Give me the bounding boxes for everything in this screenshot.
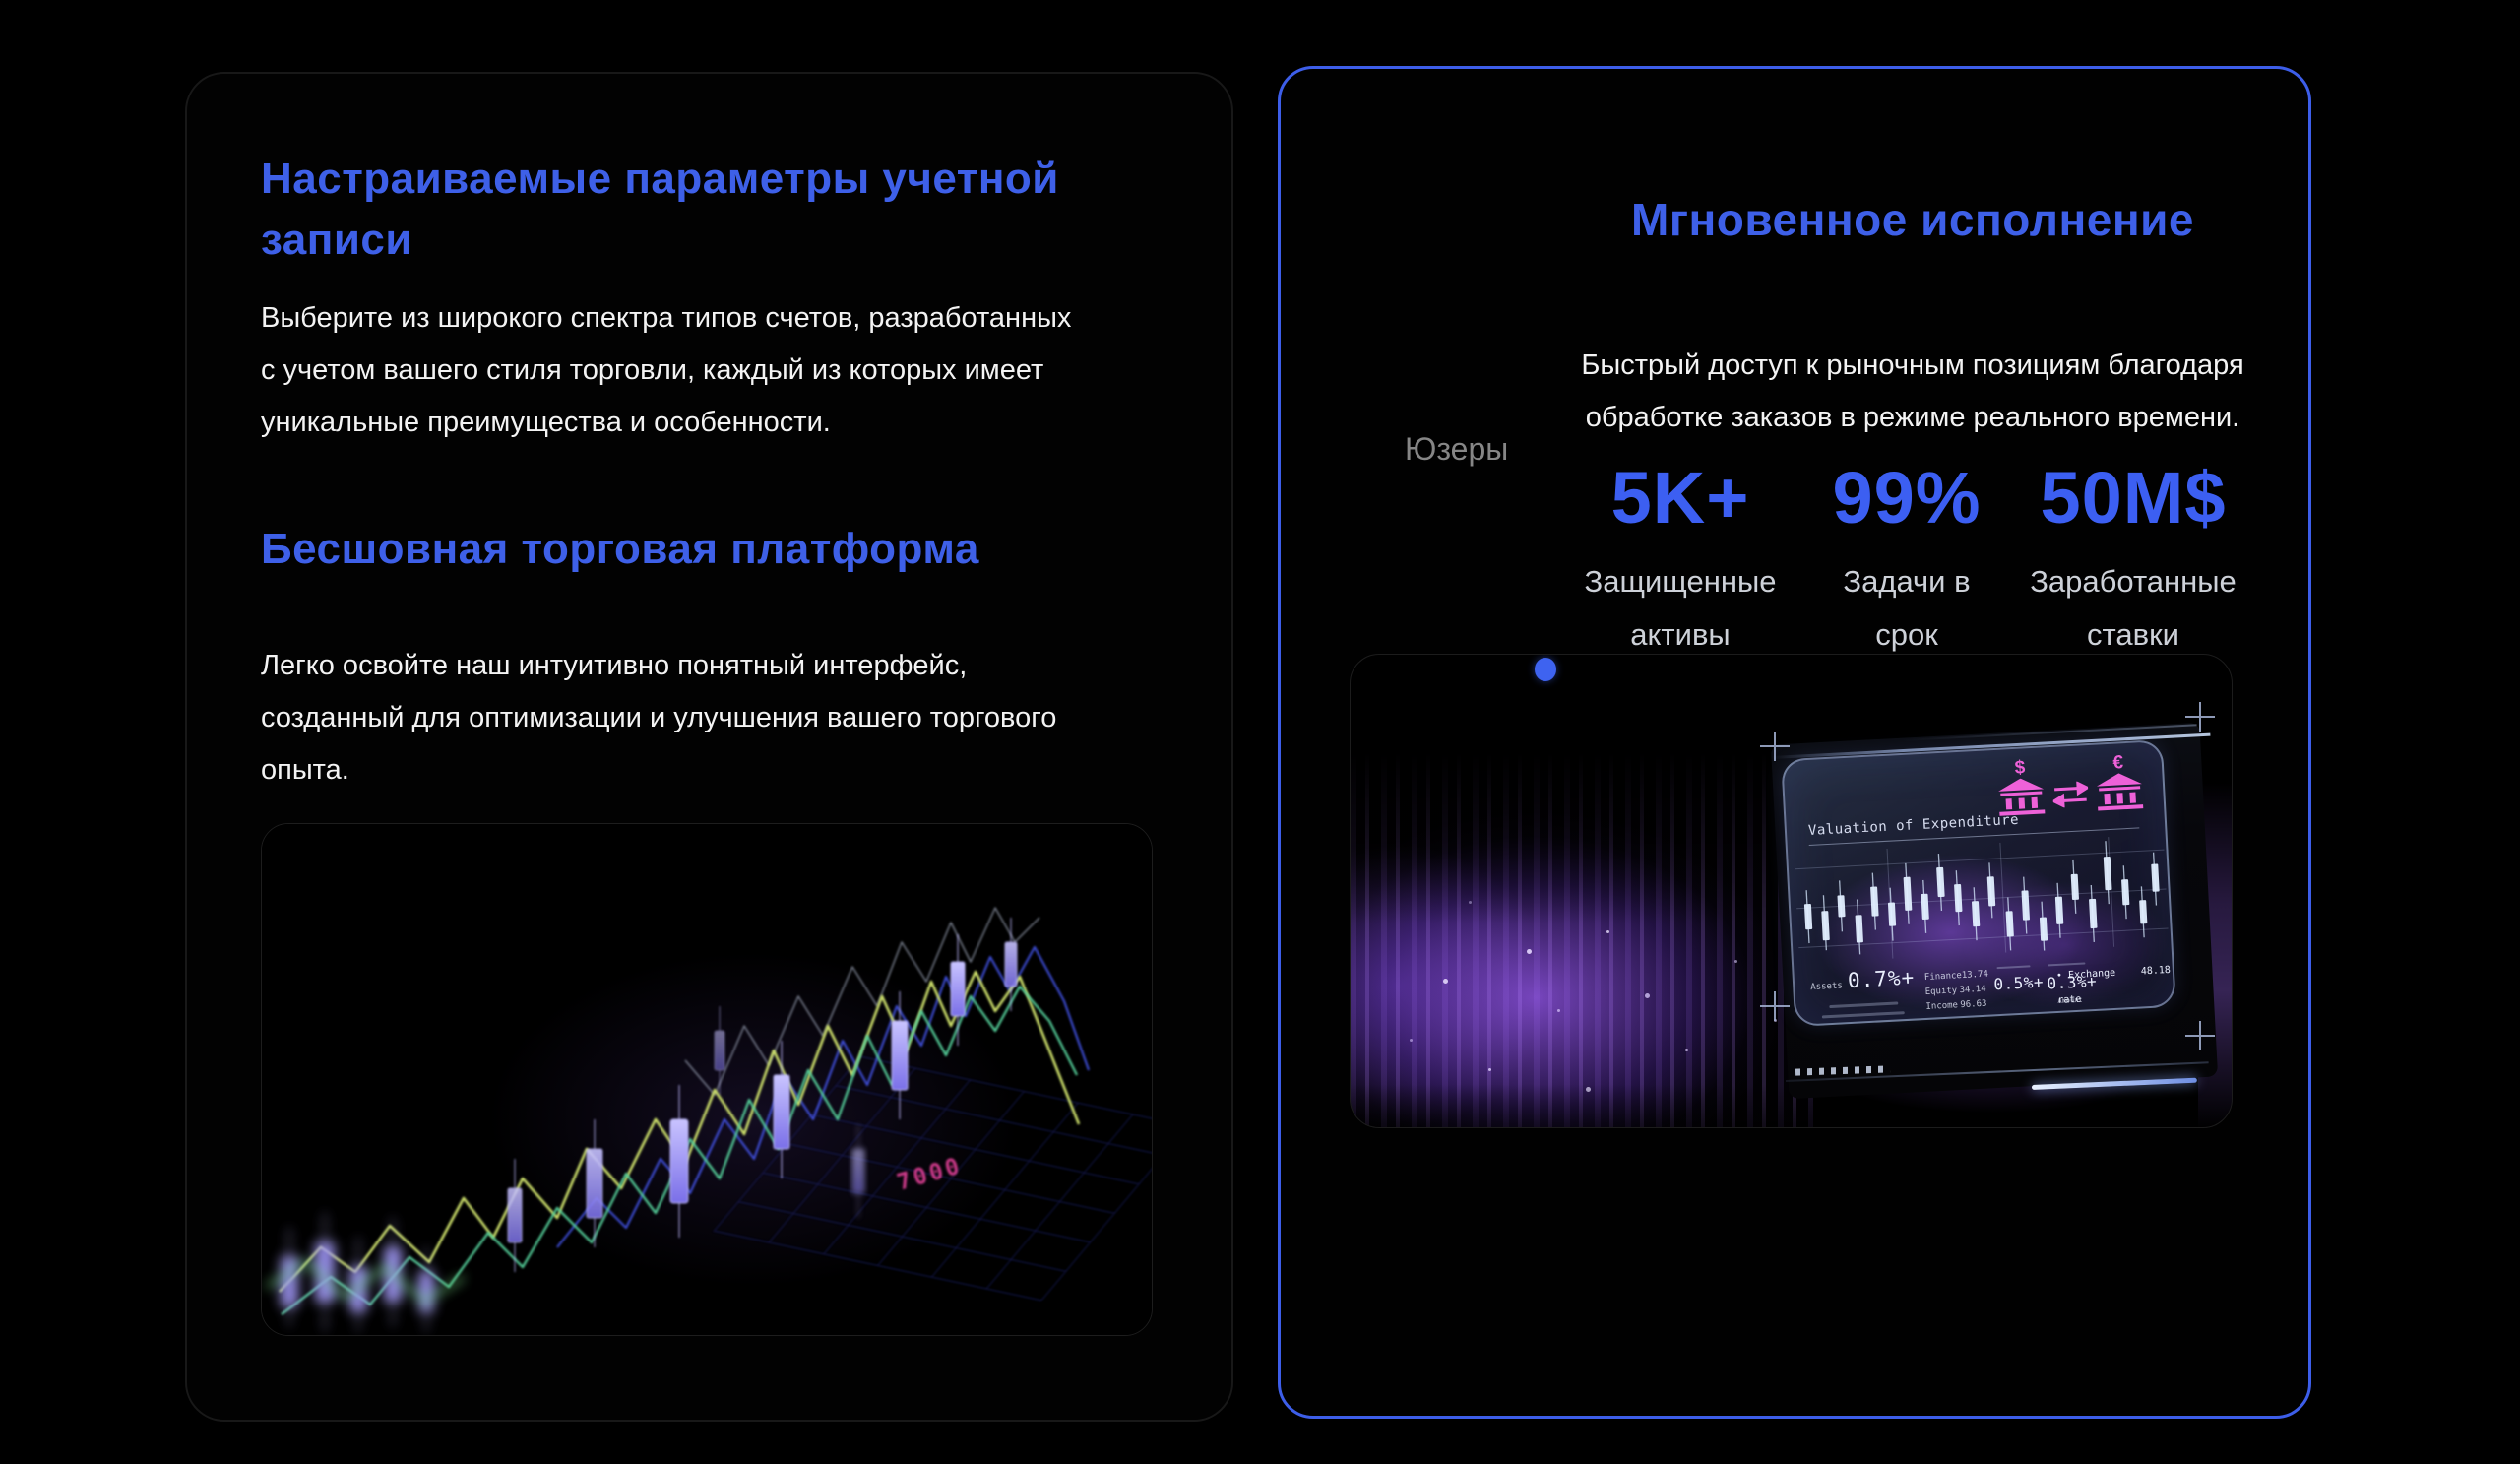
assets-label: Assets [1810,981,1844,993]
candlestick-3d-scene: 7000 [262,824,1152,1335]
holographic-dashboard-image: $ € [1350,654,2233,1128]
stat-tasks-on-time: 99% Задачи в срок [1794,456,2020,662]
section-title-account-parameters: Настраиваемые параметры учетной записи [261,155,1059,264]
blurred-caption-bar [1821,1011,1905,1019]
section-body-instant-execution: Быстрый доступ к рыночным позициям благо… [1581,350,2244,433]
stat-value: 50M$ [2040,457,2227,539]
section-body-account-parameters: Выберите из широкого спектра типов счето… [261,302,1072,438]
stat-value: 99% [1832,457,1982,539]
holo-screen: $ € [1781,739,2176,1027]
crosshair-top-left-icon [1760,732,1790,761]
euro-symbol: € [2111,752,2124,774]
stat-protected-assets: 5K+ Защищенные активы [1567,456,1794,662]
blue-dot-indicator [1535,658,1556,681]
bank-icon [2097,773,2144,811]
crosshair-bottom-left-icon [1760,991,1790,1021]
bank-euro: € [2090,752,2148,812]
stat-secondary: 0.5%+ [1992,972,2045,994]
stat-label: Заработанные ставки [2030,564,2236,652]
bank-dollar: $ [1991,757,2049,817]
sparkle-particles [1351,655,1354,658]
curtain-fade-overlay [1351,753,1813,1127]
currency-exchange-graphic: $ € [1991,752,2148,817]
candlestick-chart-image: 7000 [261,823,1153,1336]
exchange-arrows-icon [2051,781,2090,808]
section-body-seamless-platform: Легко освойте наш интуитивно понятный ин… [261,650,1057,786]
mini-label: Equity [1924,986,1958,997]
mini-value: 96.63 [1960,998,1987,1011]
dollar-symbol: $ [2014,757,2026,779]
mini-metrics-table: Finance 13.74 Equity 34.14 Income 96.63 [1924,968,1989,1015]
mini-value: 13.74 [1961,969,1989,982]
instant-execution-card: Мгновенное исполнение Быстрый доступ к р… [1278,66,2311,1419]
crosshair-top-right-icon [2185,702,2215,732]
metric-label: • Exchange rate [2055,967,2116,1006]
metric-value: 48.18 [2140,964,2172,978]
blurred-caption-bar [1829,1001,1899,1009]
blurred-caption-bar [1996,965,2031,970]
account-parameters-card: Настраиваемые параметры учетной записи В… [185,72,1233,1422]
section-title-seamless-platform: Бесшовная торговая платформа [261,525,979,573]
section-title-instant-execution: Мгновенное исполнение [1631,194,2194,245]
users-label: Юзеры [1405,431,1509,467]
stat-label: Защищенные активы [1584,564,1777,652]
mini-label: Income [1925,1000,1959,1012]
crosshair-bottom-right-icon [2185,1021,2215,1050]
holo-candlestick-chart [1794,837,2169,959]
mini-value: 34.14 [1959,984,1986,996]
stats-row: 5K+ Защищенные активы 99% Задачи в срок … [1567,456,2246,662]
stat-label: Задачи в срок [1843,564,1971,652]
stat-earned-stakes: 50M$ Заработанные ставки [2020,456,2246,662]
bank-icon [1998,778,2046,816]
assets-stat-value: 0.7%+ [1847,965,1916,993]
stat-value: 5K+ [1610,457,1750,539]
